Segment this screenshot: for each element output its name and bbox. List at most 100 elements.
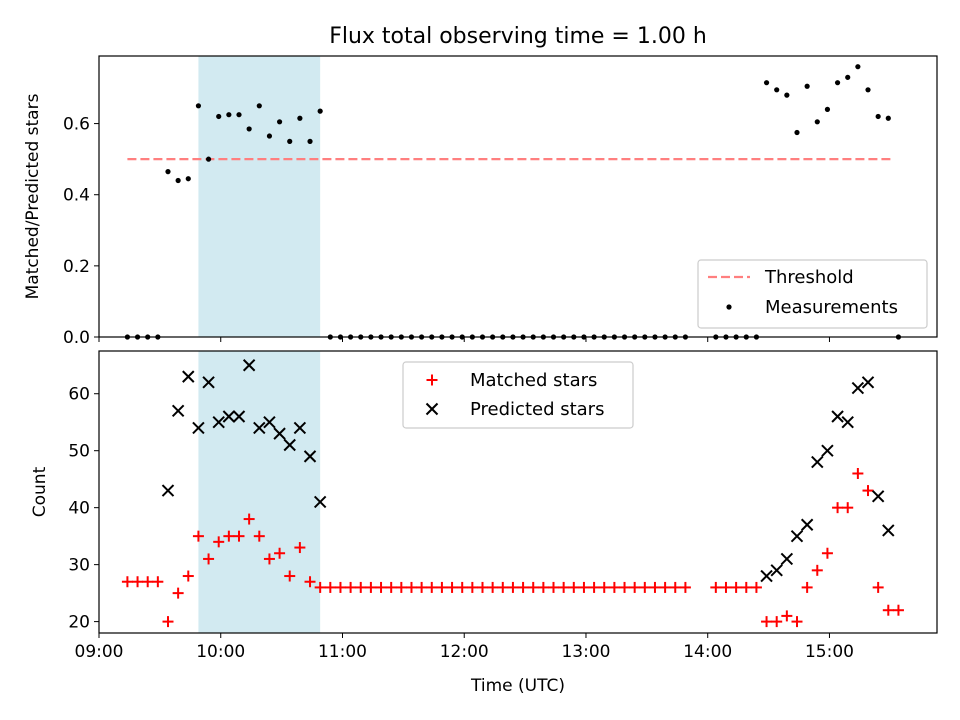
cross-stroke-b (313, 495, 327, 509)
measurement-point (885, 115, 891, 121)
predicted-point (780, 552, 794, 566)
bottom-y-tick-label: 50 (68, 442, 90, 462)
predicted-point (760, 569, 773, 583)
matched-point (132, 576, 144, 588)
matched-point (385, 581, 397, 593)
cross-stroke-b (273, 427, 286, 440)
matched-point (862, 485, 874, 497)
measurement-point (763, 80, 770, 86)
measurement-point (287, 138, 293, 144)
top-y-tick-label: 0.0 (63, 328, 90, 348)
cross-stroke-b (800, 518, 814, 531)
matched-point (679, 581, 691, 593)
matched-point (639, 581, 651, 593)
predicted-point (851, 381, 865, 395)
predicted-point (202, 376, 215, 389)
matched-points (121, 467, 904, 628)
matched-point (243, 513, 255, 525)
measurement-point (317, 108, 323, 114)
predicted-point (841, 416, 854, 429)
matched-point (253, 530, 265, 542)
matched-point (152, 576, 164, 588)
matched-point (791, 616, 803, 628)
bottom-legend-box (402, 361, 634, 429)
predicted-point (182, 370, 195, 383)
matched-point (669, 581, 681, 593)
matched-point (781, 610, 793, 622)
legend-predicted-label: Predicted stars (470, 399, 604, 420)
matched-point (558, 581, 570, 593)
top-y-ticks: 0.0 0.2 0.4 0.6 (63, 115, 99, 348)
measurement-point (175, 177, 181, 184)
measurement-point (195, 103, 202, 109)
matched-point (304, 576, 316, 588)
cross-stroke-b (882, 524, 895, 537)
measurement-point (794, 129, 800, 136)
predicted-point (253, 421, 266, 435)
matched-point (284, 570, 296, 582)
legend-predicted-swatch (425, 402, 439, 416)
measurement-point (834, 80, 841, 86)
measurement-point (246, 126, 252, 132)
cross-stroke-b (770, 564, 783, 577)
x-tick-label: 14:00 (683, 642, 732, 662)
matched-point (842, 502, 854, 514)
predicted-point (192, 421, 205, 435)
cross-stroke-b (253, 421, 266, 435)
matched-point (476, 581, 488, 593)
cross-stroke-b (831, 410, 844, 423)
matched-point (192, 530, 204, 542)
matched-point (294, 542, 306, 554)
matched-point (608, 581, 620, 593)
cross-stroke-b (202, 376, 215, 389)
matched-point (548, 581, 560, 593)
matched-point (405, 581, 417, 593)
measurement-point (266, 133, 273, 139)
top-y-tick-label: 0.4 (63, 186, 90, 206)
measurement-point (774, 87, 780, 93)
measurement-point (814, 119, 820, 125)
matched-point (172, 587, 184, 599)
x-tick-label: 11:00 (318, 642, 367, 662)
measurement-point (875, 113, 881, 120)
measurement-point (165, 169, 171, 175)
matched-point (497, 581, 509, 593)
measurement-point (784, 92, 790, 98)
matched-point (588, 581, 600, 593)
predicted-point (263, 416, 276, 429)
cross-stroke-b (263, 416, 276, 429)
matched-point (598, 581, 610, 593)
matched-point (649, 581, 661, 593)
matched-point (821, 547, 833, 559)
top-shaded-region (198, 56, 321, 337)
predicted-point (800, 518, 814, 531)
matched-point (750, 581, 762, 593)
legend-matched-swatch (426, 374, 438, 386)
cross-stroke-b (861, 376, 875, 389)
matched-point (365, 581, 377, 593)
cross-stroke-b (303, 450, 317, 463)
cross-stroke-b (425, 402, 439, 416)
bottom-legend: Matched stars Predicted stars (402, 361, 634, 429)
matched-point (426, 581, 438, 593)
predicted-point (171, 404, 185, 418)
top-panel: 0.0 0.2 0.4 0.6 Matched/Predicted stars Thr… (23, 55, 938, 348)
matched-point (345, 581, 357, 593)
cross-stroke-b (232, 410, 246, 423)
bottom-y-tick-label: 40 (68, 499, 90, 519)
predicted-point (273, 427, 286, 440)
predicted-points (161, 359, 895, 583)
measurement-point (845, 74, 851, 80)
top-y-tick-label: 0.6 (63, 115, 90, 135)
matched-point (456, 581, 468, 593)
bottom-y-tick-label: 60 (68, 385, 90, 405)
x-tick-label: 15:00 (805, 642, 854, 662)
cross-stroke-b (760, 569, 773, 583)
top-y-axis-label: Matched/Predicted stars (23, 93, 43, 299)
top-legend-box (697, 259, 928, 329)
matched-point (892, 604, 904, 616)
cross-stroke-b (171, 404, 185, 418)
measurement-point (185, 176, 191, 182)
matched-point (274, 547, 286, 559)
matched-point (263, 553, 275, 565)
